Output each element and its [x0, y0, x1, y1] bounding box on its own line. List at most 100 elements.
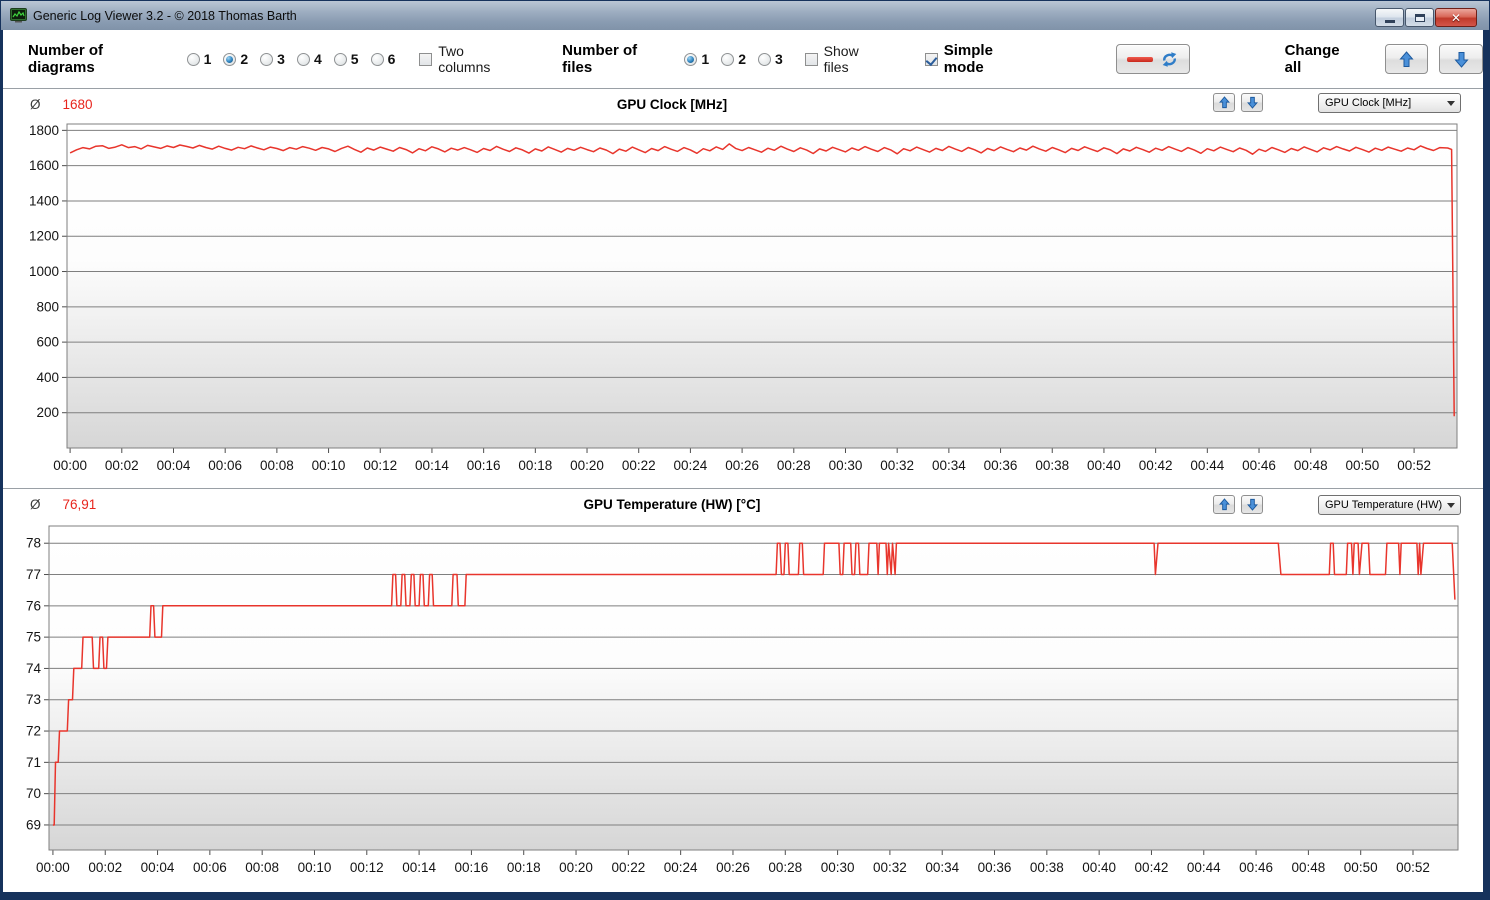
signal-select-dropdown[interactable]: GPU Temperature (HW) [°C] [1318, 495, 1461, 515]
radio-diagrams-2[interactable]: 2 [223, 51, 248, 67]
show-files-checkbox[interactable]: Show files [804, 43, 887, 75]
radio-diagrams-6[interactable]: 6 [370, 51, 396, 67]
average-value: 76,91 [62, 497, 97, 512]
radio-files-1[interactable]: 1 [684, 51, 709, 67]
svg-text:70: 70 [26, 786, 41, 801]
radio-button[interactable] [333, 52, 347, 66]
svg-text:00:18: 00:18 [507, 860, 541, 875]
radio-label: 2 [240, 51, 249, 67]
svg-text:00:08: 00:08 [245, 860, 279, 875]
svg-text:00:00: 00:00 [36, 860, 70, 875]
svg-text:1200: 1200 [29, 229, 59, 244]
svg-text:00:40: 00:40 [1082, 860, 1116, 875]
svg-text:00:24: 00:24 [674, 458, 708, 473]
svg-text:75: 75 [26, 630, 41, 645]
radio-diagrams-5[interactable]: 5 [333, 51, 359, 67]
signal-select-value: GPU Clock [MHz] [1325, 97, 1412, 109]
svg-text:00:20: 00:20 [559, 860, 593, 875]
diagrams-radio-group: 1 2 3 4 5 6 [186, 51, 408, 67]
radio-label: 3 [774, 51, 783, 67]
average-symbol: Ø [30, 97, 41, 112]
svg-text:00:32: 00:32 [873, 860, 907, 875]
close-icon: ✕ [1450, 10, 1462, 25]
change-all-up-button[interactable] [1384, 44, 1429, 74]
window-title: Generic Log Viewer 3.2 - © 2018 Thomas B… [33, 8, 297, 23]
two-columns-checkbox[interactable]: Two columns [419, 43, 519, 75]
svg-text:00:40: 00:40 [1087, 458, 1121, 473]
files-radio-group: 1 2 3 [684, 51, 794, 67]
svg-text:00:12: 00:12 [363, 458, 397, 473]
simple-mode-label: Simple mode [943, 42, 993, 76]
chart-panel-gpu-clock: Ø 1680 GPU Clock [MHz] GPU Clock [MHz] 20… [3, 88, 1483, 488]
signal-select-dropdown[interactable]: GPU Clock [MHz] [1318, 93, 1461, 113]
svg-text:00:04: 00:04 [157, 458, 191, 473]
radio-button[interactable] [370, 52, 384, 66]
maximize-button[interactable] [1405, 8, 1434, 27]
refresh-icon [1163, 51, 1177, 67]
radio-label: 4 [313, 51, 322, 67]
simple-mode-checkbox-box[interactable] [924, 52, 938, 66]
radio-files-3[interactable]: 3 [757, 51, 783, 67]
svg-text:00:20: 00:20 [570, 458, 604, 473]
average-readout: Ø 76,91 [30, 497, 96, 512]
move-chart-down-button[interactable] [1241, 93, 1263, 112]
svg-text:00:46: 00:46 [1239, 860, 1273, 875]
show-files-checkbox-box[interactable] [804, 52, 818, 66]
svg-text:00:48: 00:48 [1294, 458, 1328, 473]
simple-mode-checkbox[interactable]: Simple mode [924, 42, 1036, 76]
svg-text:00:36: 00:36 [978, 860, 1012, 875]
svg-text:00:38: 00:38 [1030, 860, 1064, 875]
move-chart-up-button[interactable] [1213, 495, 1235, 514]
gpu-clock-chart[interactable]: 200 400 600 800 1000 1200 1400 1600 1800 00:00 00:… [3, 117, 1483, 482]
radio-button[interactable] [186, 52, 200, 66]
svg-text:00:30: 00:30 [821, 860, 855, 875]
svg-text:71: 71 [26, 755, 41, 770]
svg-text:00:16: 00:16 [467, 458, 501, 473]
radio-button[interactable] [721, 52, 735, 66]
svg-text:00:50: 00:50 [1344, 860, 1378, 875]
move-chart-up-button[interactable] [1213, 93, 1235, 112]
move-chart-down-button[interactable] [1241, 495, 1263, 514]
svg-text:00:02: 00:02 [105, 458, 139, 473]
radio-label: 6 [387, 51, 396, 67]
svg-text:78: 78 [26, 536, 41, 551]
radio-button[interactable] [296, 52, 310, 66]
svg-text:72: 72 [26, 724, 41, 739]
chart-title: GPU Clock [MHz] [616, 97, 728, 112]
radio-button[interactable] [223, 52, 237, 66]
chevron-down-icon [1447, 100, 1455, 106]
svg-text:00:26: 00:26 [716, 860, 750, 875]
change-all-down-button[interactable] [1439, 44, 1484, 74]
close-button[interactable]: ✕ [1435, 8, 1477, 27]
diagrams-label: Number of diagrams [28, 42, 103, 76]
show-files-label: Show files [823, 43, 859, 75]
svg-text:00:52: 00:52 [1396, 860, 1430, 875]
radio-diagrams-3[interactable]: 3 [260, 51, 285, 67]
svg-text:77: 77 [26, 567, 41, 582]
arrow-down-icon [1246, 498, 1258, 511]
radio-diagrams-1[interactable]: 1 [186, 51, 211, 67]
svg-text:74: 74 [26, 661, 42, 676]
svg-text:600: 600 [36, 335, 59, 350]
radio-diagrams-4[interactable]: 4 [296, 51, 322, 67]
title-bar[interactable]: Generic Log Viewer 3.2 - © 2018 Thomas B… [1, 1, 1489, 30]
radio-button[interactable] [684, 52, 698, 66]
svg-text:00:14: 00:14 [415, 458, 449, 473]
svg-text:00:50: 00:50 [1346, 458, 1380, 473]
svg-text:800: 800 [36, 299, 59, 314]
svg-text:00:18: 00:18 [518, 458, 552, 473]
minimize-icon [1384, 20, 1395, 23]
svg-text:76: 76 [26, 598, 41, 613]
radio-button[interactable] [757, 52, 771, 66]
remove-refresh-button[interactable] [1116, 44, 1190, 74]
gpu-temperature-chart[interactable]: 69 70 71 72 73 74 75 76 77 78 00:00 00:02 00:04 00:06… [3, 519, 1483, 884]
radio-files-2[interactable]: 2 [721, 51, 746, 67]
files-label: Number of files [562, 42, 638, 76]
svg-text:00:22: 00:22 [622, 458, 656, 473]
radio-button[interactable] [260, 52, 274, 66]
maximize-icon [1414, 13, 1425, 22]
svg-text:00:46: 00:46 [1242, 458, 1276, 473]
svg-text:1800: 1800 [29, 123, 59, 138]
two-columns-checkbox-box[interactable] [419, 52, 433, 66]
minimize-button[interactable] [1375, 8, 1404, 27]
